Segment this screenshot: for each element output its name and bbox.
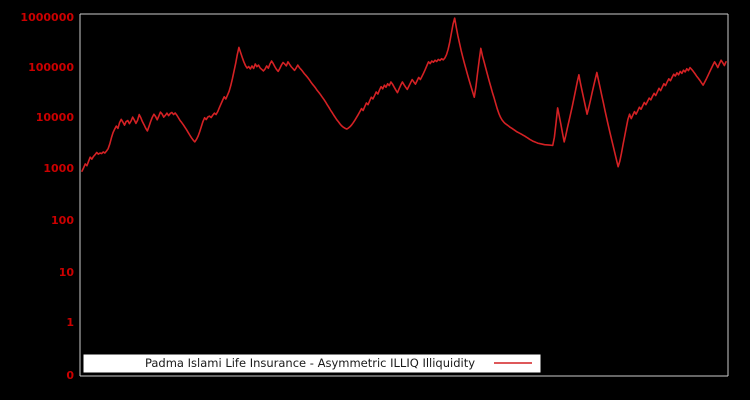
legend[interactable]: Padma Islami Life Insurance - Asymmetric… — [83, 354, 541, 373]
y-tick-label-0: 0 — [66, 369, 74, 382]
y-tick-label-100: 100 — [51, 214, 74, 227]
y-axis-tick-labels: 1000000 100000 10000 1000 100 10 1 0 — [20, 11, 74, 382]
y-tick-label-1000: 1000 — [43, 162, 74, 175]
y-tick-label-1: 1 — [66, 316, 74, 329]
plot-area-border — [79, 13, 729, 377]
y-tick-label-1000000: 1000000 — [20, 11, 74, 24]
series-line-padma-islami-illiq — [81, 17, 727, 172]
legend-background — [83, 354, 541, 373]
y-tick-label-100000: 100000 — [28, 61, 74, 74]
y-tick-label-10: 10 — [59, 266, 75, 279]
y-tick-label-10000: 10000 — [36, 111, 75, 124]
legend-label: Padma Islami Life Insurance - Asymmetric… — [145, 356, 475, 370]
